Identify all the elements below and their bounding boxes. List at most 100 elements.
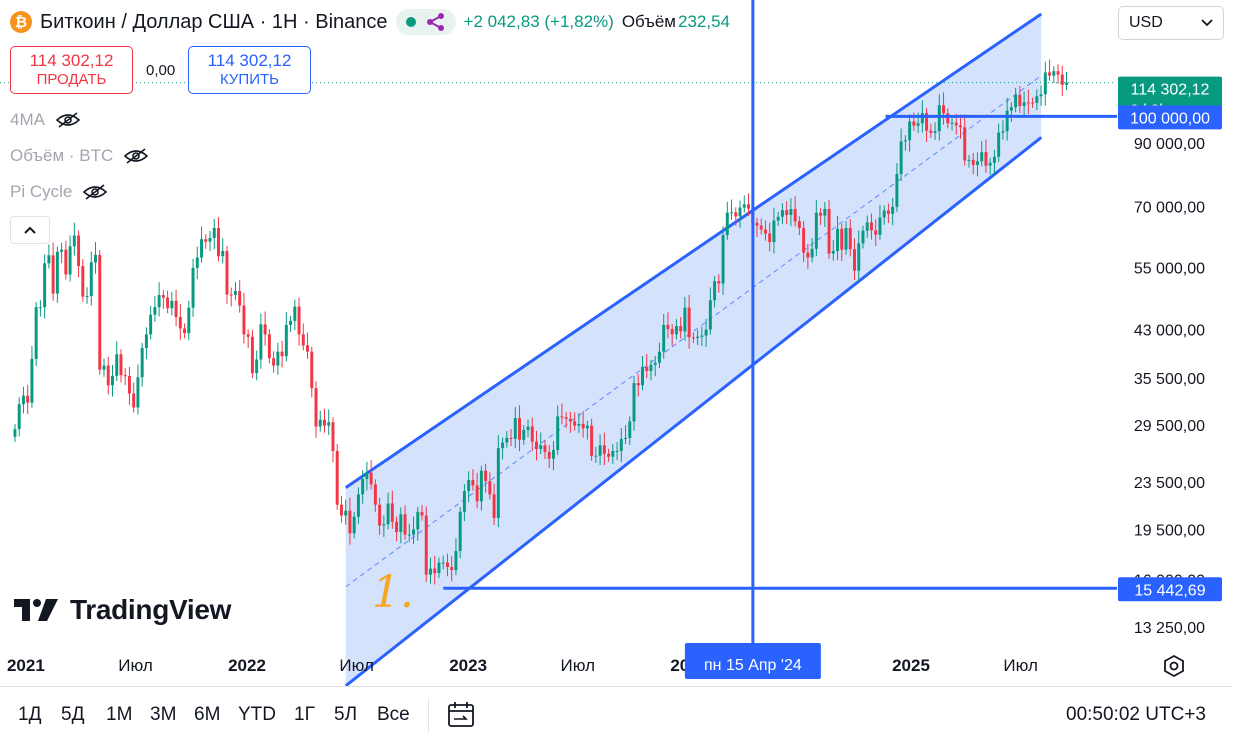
indicator-4ma[interactable]: 4MA [10, 110, 81, 130]
range-1m[interactable]: 1М [106, 704, 133, 725]
collapse-legend-button[interactable] [10, 216, 50, 244]
price-tick-label: 90 000,00 [1134, 136, 1205, 153]
candle-body [1048, 72, 1052, 76]
candle-body [908, 121, 912, 141]
candle-body [1031, 102, 1035, 104]
parallel-channel[interactable] [344, 12, 1043, 687]
time-axis[interactable]: 2021Июл2022Июл2023Июл20242025Июлпн 15 Ап… [7, 643, 1038, 679]
eye-off-icon[interactable] [123, 148, 149, 164]
candle-body [378, 504, 382, 526]
candle-body [136, 377, 140, 408]
candle-body [691, 337, 695, 339]
candle-body [602, 445, 606, 454]
symbol-title[interactable]: Биткоин / Доллар США · 1Н · Binance [40, 10, 388, 33]
candle-body [200, 239, 204, 258]
candle-body [115, 354, 119, 376]
candle-body [802, 227, 806, 253]
range-1d[interactable]: 1Д [18, 704, 42, 725]
price-tick-label: 70 000,00 [1134, 199, 1205, 216]
candle-body [708, 300, 712, 330]
candle-body [882, 210, 886, 218]
candle-body [85, 296, 89, 298]
volume-value: 232,54 [678, 12, 730, 31]
candle-body [636, 383, 640, 386]
candle-body [183, 328, 187, 334]
toolbar-divider [428, 698, 429, 732]
range-ytd[interactable]: YTD [238, 704, 276, 725]
candle-body [1035, 96, 1039, 103]
price-tick-label: 23 500,00 [1134, 475, 1205, 492]
candle-body [174, 300, 178, 317]
time-tick-label: 2025 [892, 656, 930, 675]
candle-body [496, 448, 500, 518]
candle-body [157, 295, 161, 308]
candle-body [420, 511, 424, 516]
indicator-label: Pi Cycle [10, 182, 73, 201]
currency-select[interactable]: USD [1118, 6, 1224, 40]
share-icon [426, 13, 444, 31]
candle-body [467, 480, 471, 491]
time-tick-label: 2022 [228, 656, 266, 675]
range-5d[interactable]: 5Д [61, 704, 85, 725]
buy-button[interactable]: 114 302,12 КУПИТЬ [188, 46, 311, 94]
candle-body [505, 437, 509, 443]
range-all[interactable]: Все [377, 704, 410, 725]
eye-off-icon[interactable] [82, 184, 108, 200]
candle-body [204, 239, 208, 242]
range-5y[interactable]: 5Л [334, 704, 358, 725]
candle-body [963, 127, 967, 161]
candle-body [1043, 72, 1047, 95]
candle-body [445, 562, 449, 568]
clock-timezone[interactable]: 00:50:02 UTC+3 [1066, 704, 1206, 725]
candle-body [289, 320, 293, 325]
candle-body [488, 481, 492, 495]
eye-off-icon[interactable] [55, 112, 81, 128]
candle-body [310, 351, 314, 389]
settings-icon[interactable] [1162, 654, 1186, 678]
candle-body [1056, 71, 1060, 75]
price-tick-label: 35 500,00 [1134, 371, 1205, 388]
channel-lower-line[interactable] [344, 136, 1043, 687]
candle-body [475, 485, 479, 502]
time-tick-label: 2023 [449, 656, 487, 675]
indicator-pi-cycle[interactable]: Pi Cycle [10, 182, 108, 202]
bottom-toolbar [0, 686, 1233, 745]
candle-body [776, 216, 780, 221]
candle-body [382, 524, 386, 526]
candle-body [1052, 71, 1056, 76]
candle-body [564, 417, 568, 419]
market-status-pill[interactable] [395, 9, 456, 35]
candle-body [327, 422, 331, 426]
candle-body [869, 222, 873, 231]
candle-body [501, 442, 505, 449]
candle-body [590, 425, 594, 456]
candle-body [903, 140, 907, 142]
candle-body [666, 324, 670, 330]
range-1y[interactable]: 1Г [294, 704, 315, 725]
candle-body [437, 562, 441, 574]
candle-body [518, 418, 522, 440]
candle-body [250, 336, 254, 374]
channel-upper-line[interactable] [344, 12, 1043, 489]
date-range-icon[interactable] [446, 700, 476, 730]
annotation-text[interactable]: 1. [372, 567, 414, 618]
candle-body [267, 334, 271, 359]
sell-button[interactable]: 114 302,12 ПРОДАТЬ [10, 46, 133, 94]
indicator-volume[interactable]: Объём · BTC [10, 146, 149, 166]
range-6m[interactable]: 6М [194, 704, 221, 725]
chart-legend: ₿ Биткоин / Доллар США · 1Н · Binance +2… [10, 8, 730, 36]
candle-body [344, 510, 348, 516]
range-3m[interactable]: 3М [150, 704, 177, 725]
indicator-label: Объём · BTC [10, 146, 114, 165]
candle-body [98, 254, 102, 370]
candle-body [615, 450, 619, 452]
candle-body [607, 453, 611, 457]
candle-body [60, 249, 64, 252]
candle-body [551, 449, 555, 459]
candle-body [929, 130, 933, 133]
drawings[interactable] [0, 0, 1117, 650]
candle-body [1060, 74, 1064, 85]
candle-body [119, 354, 123, 376]
